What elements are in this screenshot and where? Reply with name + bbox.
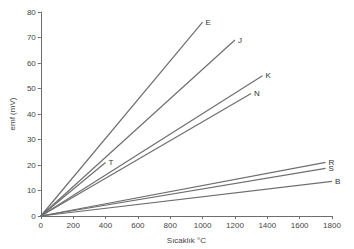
- svg-text:0: 0: [39, 221, 44, 230]
- svg-text:30: 30: [27, 135, 36, 144]
- svg-text:20: 20: [27, 161, 36, 170]
- svg-text:800: 800: [164, 221, 178, 230]
- svg-text:T: T: [109, 158, 114, 167]
- svg-text:1800: 1800: [323, 221, 341, 230]
- svg-text:E: E: [206, 18, 211, 27]
- svg-text:50: 50: [27, 84, 36, 93]
- svg-text:400: 400: [99, 221, 113, 230]
- svg-text:1400: 1400: [258, 221, 276, 230]
- svg-text:70: 70: [27, 33, 36, 42]
- svg-text:K: K: [265, 71, 271, 80]
- svg-text:200: 200: [66, 221, 80, 230]
- svg-text:B: B: [335, 177, 340, 186]
- svg-text:1000: 1000: [194, 221, 212, 230]
- svg-text:40: 40: [27, 110, 36, 119]
- svg-text:Sıcaklık °C: Sıcaklık °C: [167, 236, 206, 245]
- svg-text:80: 80: [27, 8, 36, 17]
- svg-text:emf (mV): emf (mV): [8, 97, 17, 130]
- svg-text:10: 10: [27, 186, 36, 195]
- svg-text:1600: 1600: [291, 221, 309, 230]
- svg-text:1200: 1200: [226, 221, 244, 230]
- svg-text:60: 60: [27, 59, 36, 68]
- svg-text:R: R: [328, 157, 335, 167]
- svg-text:0: 0: [31, 212, 36, 221]
- svg-text:J: J: [238, 36, 242, 45]
- svg-text:N: N: [254, 89, 260, 98]
- svg-text:600: 600: [131, 221, 145, 230]
- svg-text:S: S: [329, 164, 334, 173]
